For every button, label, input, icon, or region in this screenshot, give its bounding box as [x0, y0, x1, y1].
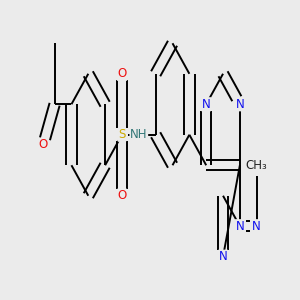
Text: N: N [252, 220, 261, 233]
Text: CH₃: CH₃ [246, 159, 268, 172]
Text: N: N [236, 220, 244, 233]
Text: NH: NH [130, 128, 148, 141]
Text: N: N [219, 250, 227, 263]
Text: O: O [117, 189, 127, 202]
Text: N: N [236, 98, 244, 111]
Text: O: O [117, 67, 127, 80]
Text: N: N [202, 98, 211, 111]
Text: S: S [118, 128, 126, 141]
Text: O: O [39, 138, 48, 152]
